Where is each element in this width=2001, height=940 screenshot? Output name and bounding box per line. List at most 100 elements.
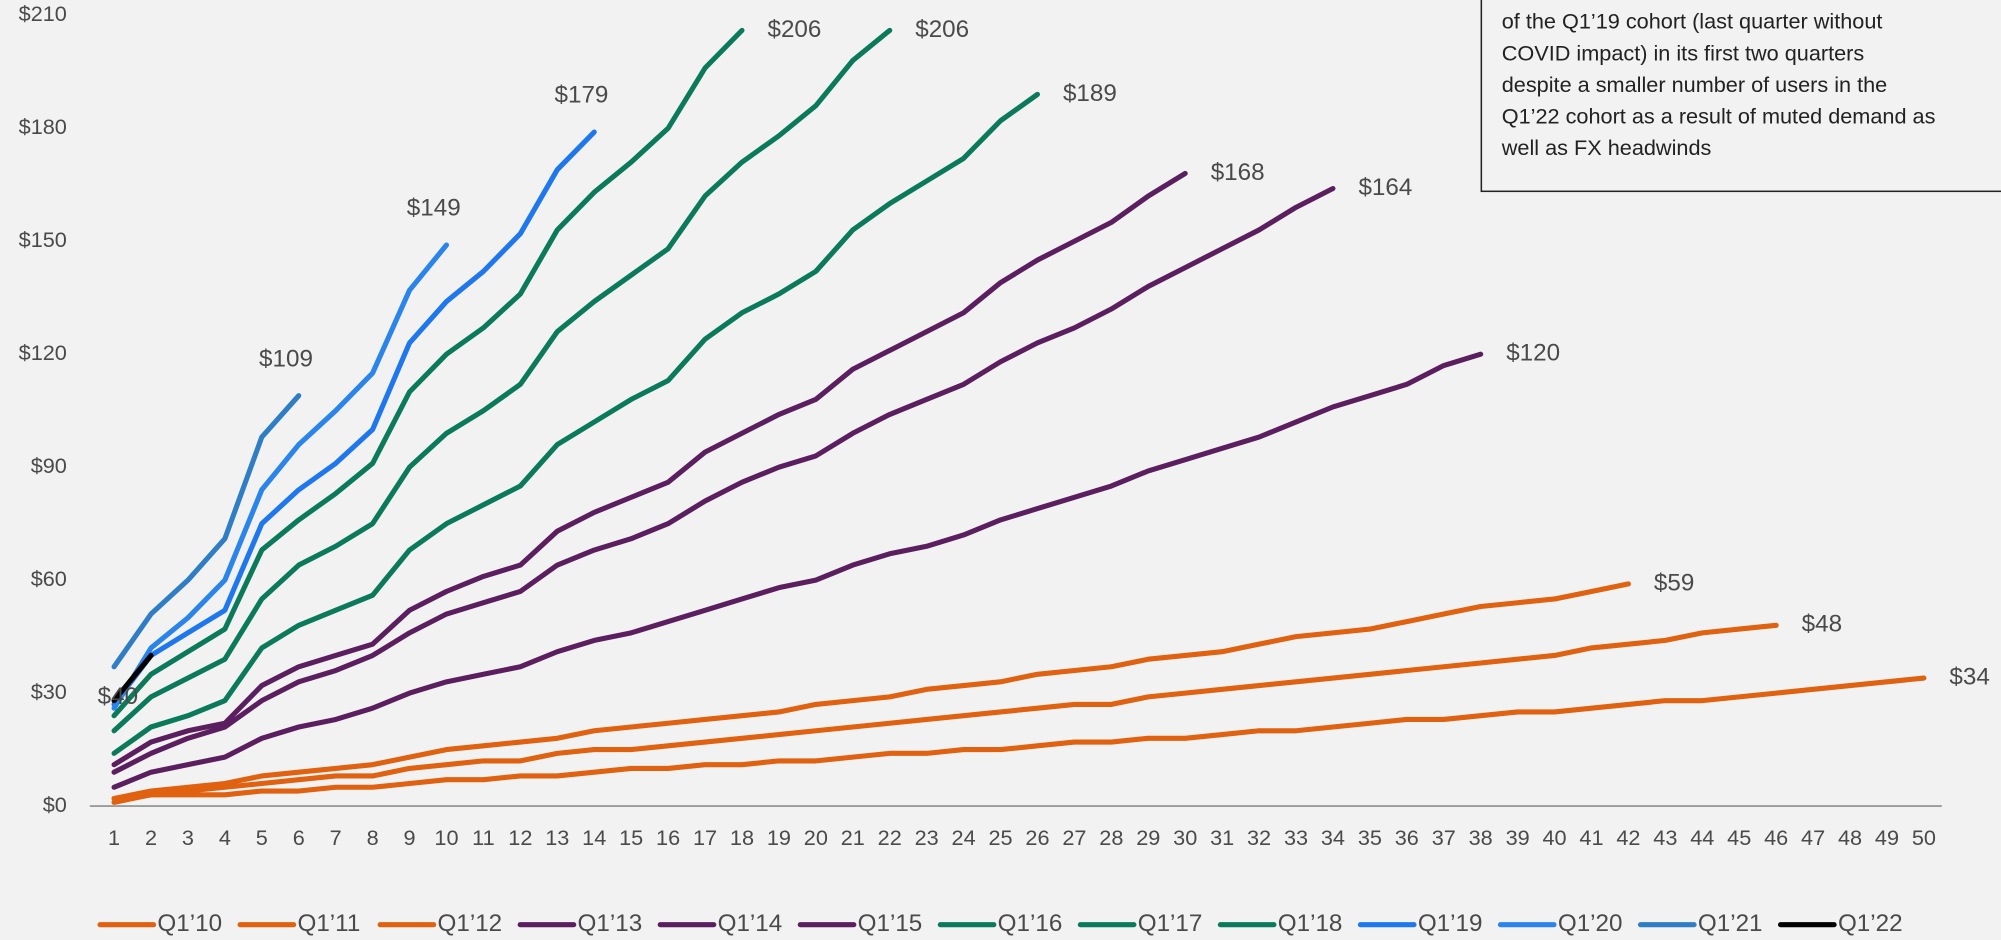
series-line <box>111 351 1484 790</box>
x-tick-label: 17 <box>693 825 717 850</box>
series-line <box>111 170 1188 768</box>
legend-label: Q1’10 <box>157 910 222 937</box>
series-line <box>111 622 1779 805</box>
y-tick-label: $90 <box>31 453 67 478</box>
y-tick-label: $180 <box>19 114 67 139</box>
legend-label: Q1’19 <box>1418 910 1483 937</box>
x-tick-label: 7 <box>330 825 342 850</box>
annotation-line: of the Q1’19 cohort (last quarter withou… <box>1502 9 1883 34</box>
x-tick-label: 3 <box>182 825 194 850</box>
annotation: of the Q1’19 cohort (last quarter withou… <box>1501 9 1936 161</box>
legend-label: Q1’14 <box>718 910 783 937</box>
end-label: $120 <box>1506 340 1560 367</box>
series-line <box>111 652 154 704</box>
end-label: $206 <box>767 16 821 43</box>
y-tick-label: $60 <box>31 566 67 591</box>
series-line <box>111 27 745 719</box>
x-tick-label: 11 <box>472 825 495 850</box>
x-tick-label: 4 <box>219 825 231 850</box>
x-tick-label: 24 <box>952 825 976 850</box>
y-tick-label: $0 <box>43 792 67 817</box>
series-line <box>111 91 1041 756</box>
x-tick-label: 34 <box>1321 825 1345 850</box>
y-tick-label: $210 <box>19 1 67 26</box>
x-tick-label: 19 <box>767 825 791 850</box>
x-tick-label: 31 <box>1210 825 1234 850</box>
series-line <box>111 129 597 707</box>
series-line <box>111 393 302 670</box>
x-tick-label: 15 <box>619 825 643 850</box>
x-tick-label: 36 <box>1395 825 1419 850</box>
x-tick-label: 28 <box>1099 825 1123 850</box>
annotation-line: well as FX headwinds <box>1501 135 1712 160</box>
end-label: $206 <box>915 16 969 43</box>
x-tick-label: 23 <box>915 825 939 850</box>
end-label: $59 <box>1654 569 1694 596</box>
end-label: $149 <box>407 195 461 222</box>
x-tick-label: 30 <box>1173 825 1197 850</box>
x-tick-label: 45 <box>1727 825 1751 850</box>
x-tick-label: 32 <box>1247 825 1271 850</box>
x-tick-label: 41 <box>1579 825 1603 850</box>
legend-label: Q1’15 <box>858 910 923 937</box>
end-label: $168 <box>1211 159 1265 186</box>
end-label: $109 <box>259 345 313 372</box>
end-label: $164 <box>1358 174 1412 201</box>
x-tick-label: 46 <box>1764 825 1788 850</box>
x-tick-label: 5 <box>256 825 268 850</box>
legend-label: Q1’16 <box>998 910 1063 937</box>
legend-label: Q1’17 <box>1138 910 1203 937</box>
x-tick-label: 21 <box>841 825 865 850</box>
legend-label: Q1’12 <box>438 910 503 937</box>
series-line <box>111 581 1631 802</box>
x-tick-label: 9 <box>404 825 416 850</box>
y-tick-label: $120 <box>19 340 67 365</box>
x-tick-label: 50 <box>1912 825 1936 850</box>
x-tick-label: 18 <box>730 825 754 850</box>
x-tick-label: 37 <box>1432 825 1456 850</box>
x-tick-label: 35 <box>1358 825 1382 850</box>
legend-label: Q1’21 <box>1698 910 1763 937</box>
series-line <box>111 675 1927 802</box>
legend-label: Q1’13 <box>578 910 643 937</box>
x-tick-label: 27 <box>1062 825 1086 850</box>
x-tick-label: 16 <box>656 825 680 850</box>
annotation-line: Q1’22 cohort as a result of muted demand… <box>1502 104 1936 129</box>
x-tick-label: 1 <box>108 825 120 850</box>
x-tick-label: 44 <box>1690 825 1714 850</box>
legend-label: Q1’20 <box>1558 910 1623 937</box>
end-label: $48 <box>1802 611 1842 638</box>
end-label: $34 <box>1949 663 1989 690</box>
x-tick-label: 10 <box>434 825 458 850</box>
end-label: $40 <box>98 683 138 710</box>
x-tick-label: 49 <box>1875 825 1899 850</box>
series-line <box>111 185 1336 775</box>
annotation-line: COVID impact) in its first two quarters <box>1502 40 1865 65</box>
x-tick-label: 26 <box>1025 825 1049 850</box>
x-tick-label: 6 <box>293 825 305 850</box>
labels: $34 $48 $59 $120 $164 $168 $189 $206 $206 $179 $14… <box>98 16 1990 710</box>
x-tick-label: 13 <box>545 825 569 850</box>
x-tick-label: 42 <box>1616 825 1640 850</box>
legend-label: Q1’11 <box>297 910 360 937</box>
legend: Q1’10 Q1’11 Q1’12 Q1’13 Q1’14 Q1’15 Q1’16 Q1’17… <box>97 910 1903 937</box>
x-tick-label: 38 <box>1469 825 1493 850</box>
x-tick-label: 43 <box>1653 825 1677 850</box>
x-tick-label: 14 <box>582 825 606 850</box>
annotation-box <box>1480 0 2001 193</box>
x-tick-label: 22 <box>878 825 902 850</box>
series-line <box>111 242 450 711</box>
legend-label: Q1’22 <box>1838 910 1903 937</box>
end-label: $179 <box>555 82 609 109</box>
x-tick-label: 48 <box>1838 825 1862 850</box>
x-tick-label: 20 <box>804 825 828 850</box>
y-tick-label: $30 <box>31 679 67 704</box>
y-tick-label: $150 <box>19 227 67 252</box>
x-tick-label: 39 <box>1506 825 1530 850</box>
x-tick-label: 12 <box>508 825 532 850</box>
x-tick-label: 47 <box>1801 825 1825 850</box>
x-tick-label: 33 <box>1284 825 1308 850</box>
x-tick-label: 29 <box>1136 825 1160 850</box>
